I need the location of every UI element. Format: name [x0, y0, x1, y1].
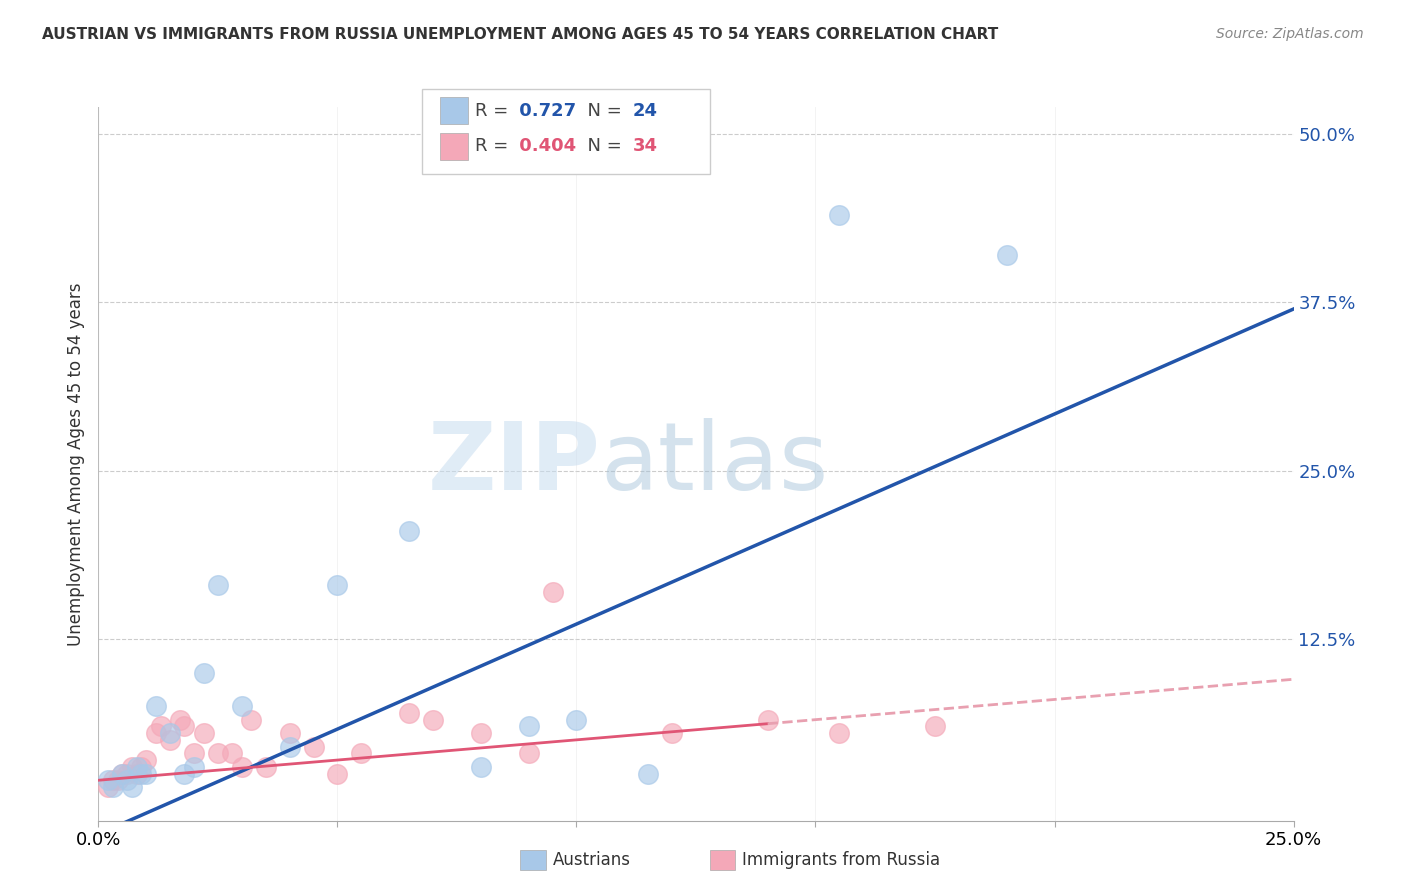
Text: N =: N =: [576, 102, 628, 120]
Point: [97, 773, 120, 788]
Point: [240, 713, 263, 727]
Point: [995, 248, 1018, 262]
Point: [121, 780, 143, 794]
Point: [422, 713, 444, 727]
Point: [111, 766, 134, 780]
Point: [149, 719, 172, 733]
Point: [207, 578, 229, 592]
Point: [924, 719, 946, 733]
Point: [131, 760, 153, 774]
Point: [125, 766, 148, 780]
Text: 34: 34: [633, 137, 658, 155]
Point: [221, 747, 243, 761]
Point: [637, 766, 659, 780]
Point: [517, 719, 540, 733]
Point: [169, 713, 191, 727]
Point: [231, 699, 253, 714]
Text: ZIP: ZIP: [427, 417, 600, 510]
Point: [302, 739, 325, 754]
Point: [173, 766, 195, 780]
Point: [565, 713, 588, 727]
Point: [159, 732, 181, 747]
Point: [326, 578, 349, 592]
Point: [115, 773, 138, 788]
Point: [183, 760, 205, 774]
Text: Source: ZipAtlas.com: Source: ZipAtlas.com: [1216, 27, 1364, 41]
Point: [470, 760, 492, 774]
Point: [159, 726, 181, 740]
Point: [131, 766, 153, 780]
Point: [828, 726, 851, 740]
Point: [254, 760, 277, 774]
Text: R =: R =: [475, 102, 515, 120]
Text: 24: 24: [633, 102, 658, 120]
Point: [207, 747, 229, 761]
Point: [231, 760, 253, 774]
Point: [111, 766, 134, 780]
Text: atlas: atlas: [600, 417, 828, 510]
Point: [101, 780, 124, 794]
Point: [107, 773, 129, 788]
Point: [193, 665, 215, 680]
Text: 0.727: 0.727: [513, 102, 576, 120]
Text: 0.404: 0.404: [513, 137, 576, 155]
Point: [145, 699, 167, 714]
Point: [135, 753, 157, 767]
Point: [115, 766, 138, 780]
Point: [326, 766, 349, 780]
Point: [145, 726, 167, 740]
Point: [97, 780, 120, 794]
Text: AUSTRIAN VS IMMIGRANTS FROM RUSSIA UNEMPLOYMENT AMONG AGES 45 TO 54 YEARS CORREL: AUSTRIAN VS IMMIGRANTS FROM RUSSIA UNEMP…: [42, 27, 998, 42]
Point: [183, 747, 205, 761]
Point: [173, 719, 195, 733]
Point: [101, 773, 124, 788]
Point: [350, 747, 373, 761]
Point: [278, 739, 301, 754]
Point: [125, 760, 148, 774]
Point: [541, 584, 564, 599]
Point: [661, 726, 683, 740]
Text: Immigrants from Russia: Immigrants from Russia: [742, 851, 941, 869]
Point: [135, 766, 157, 780]
Point: [278, 726, 301, 740]
Point: [756, 713, 779, 727]
Point: [517, 747, 540, 761]
Point: [193, 726, 215, 740]
Point: [828, 208, 851, 222]
Text: R =: R =: [475, 137, 515, 155]
Point: [121, 760, 143, 774]
Text: Austrians: Austrians: [553, 851, 630, 869]
Y-axis label: Unemployment Among Ages 45 to 54 years: Unemployment Among Ages 45 to 54 years: [66, 282, 84, 646]
Point: [398, 524, 420, 538]
Point: [470, 726, 492, 740]
Text: N =: N =: [576, 137, 628, 155]
Point: [398, 706, 420, 720]
